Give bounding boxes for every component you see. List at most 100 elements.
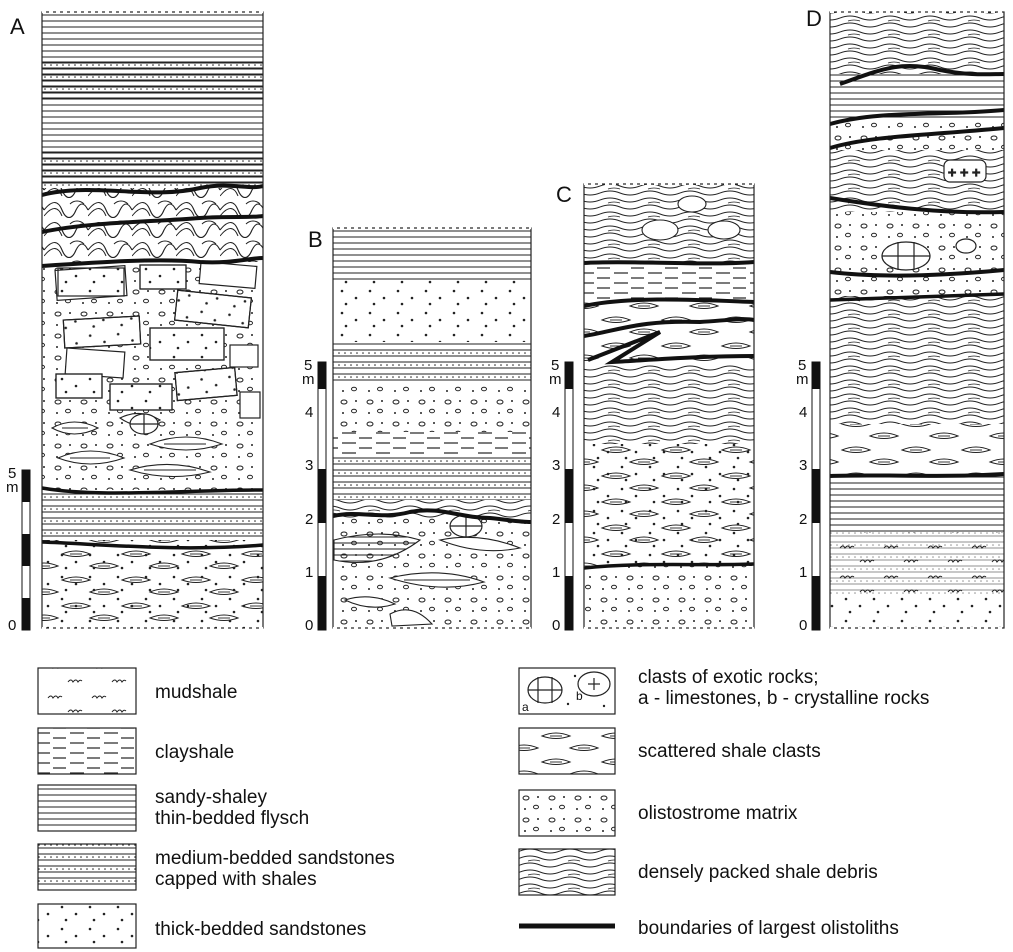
col-C-matrix-2 bbox=[584, 566, 754, 628]
legend: mudshale clayshale sandy-shaley thin-bed… bbox=[37, 667, 929, 949]
col-D-limestone-clast bbox=[881, 238, 977, 271]
col-A-olistolith-boundary bbox=[41, 540, 264, 550]
scale-C-tick-4: 4 bbox=[552, 404, 560, 421]
legend-medium-swatch bbox=[37, 843, 137, 891]
legend-flysch: sandy-shaley thin-bedded flysch bbox=[37, 784, 309, 832]
scale-bar-D: 5 m 4 3 2 1 0 bbox=[796, 357, 821, 634]
column-B: B bbox=[308, 227, 532, 629]
col-D-debris bbox=[830, 12, 1004, 74]
scale-C-unit: m bbox=[549, 371, 562, 388]
limestone-clast-icon bbox=[527, 676, 563, 704]
legend-debris-label: densely packed shale debris bbox=[638, 862, 878, 883]
col-A-olistolith-boundary bbox=[41, 214, 264, 234]
svg-text:+ + +: + + + bbox=[948, 164, 980, 180]
col-A-olistolith-boundary bbox=[41, 183, 264, 197]
col-C-olistolith-boundary bbox=[583, 297, 755, 308]
col-D-olistolith-boundary bbox=[829, 126, 1005, 150]
legend-medium-label-2: capped with shales bbox=[155, 869, 317, 890]
legend-matrix-swatch bbox=[518, 789, 616, 837]
col-B-matrix bbox=[333, 384, 531, 432]
col-D-olistolith-boundary bbox=[829, 108, 1005, 126]
legend-olistostrome-matrix: olistostrome matrix bbox=[518, 789, 798, 837]
col-C-scattered bbox=[584, 302, 754, 364]
legend-scattered-label: scattered shale clasts bbox=[638, 741, 821, 762]
legend-flysch-label-1: sandy-shaley bbox=[155, 787, 267, 808]
scale-D-tick-3: 3 bbox=[799, 457, 807, 474]
scale-bar-B: 5 m 4 3 2 1 0 bbox=[302, 357, 327, 634]
legend-matrix-label: olistostrome matrix bbox=[638, 803, 798, 824]
col-D-scattered bbox=[830, 424, 1004, 476]
col-C-debris-2 bbox=[584, 364, 754, 444]
legend-thick-label: thick-bedded sandstones bbox=[155, 919, 366, 940]
scale-B-tick-2: 2 bbox=[305, 511, 313, 528]
scale-B-tick-3: 3 bbox=[305, 457, 313, 474]
legend-flysch-swatch bbox=[37, 784, 137, 832]
scale-C-tick-1: 1 bbox=[552, 564, 560, 581]
legend-mudshale-label: mudshale bbox=[155, 682, 237, 703]
scale-D-tick-2: 2 bbox=[799, 511, 807, 528]
col-B-flysch bbox=[333, 228, 531, 280]
column-D: D + + + bbox=[806, 6, 1005, 629]
col-D-medium bbox=[830, 532, 1004, 594]
col-B-olistolith-boundary bbox=[332, 508, 532, 524]
column-C: C bbox=[556, 182, 755, 629]
legend-scattered-clasts: scattered shale clasts bbox=[518, 727, 821, 775]
scale-D-tick-0: 0 bbox=[799, 617, 807, 634]
col-C-clayshale bbox=[584, 262, 754, 302]
col-A-scattered-matrix bbox=[42, 540, 263, 628]
col-B-thick-sandstone bbox=[333, 280, 531, 342]
legend-clayshale-label: clayshale bbox=[155, 742, 234, 763]
scale-bar-A: 5 m 0 bbox=[6, 465, 31, 634]
col-D-olistolith-boundary bbox=[829, 472, 1005, 478]
col-D-flysch-2 bbox=[830, 476, 1004, 532]
scale-B-tick-0: 0 bbox=[305, 617, 313, 634]
legend-exotic-label-1: clasts of exotic rocks; bbox=[638, 667, 819, 688]
scale-B-tick-1: 1 bbox=[305, 564, 313, 581]
col-D-olistolith-boundary bbox=[839, 63, 1005, 86]
scale-C-tick-5: 5 bbox=[551, 357, 559, 374]
scale-C-tick-0: 0 bbox=[552, 617, 560, 634]
column-A-letter: A bbox=[10, 14, 25, 39]
col-A-limestone-clast bbox=[129, 413, 159, 435]
scale-D-tick-5: 5 bbox=[798, 357, 806, 374]
legend-exotic-a: a bbox=[522, 700, 529, 714]
col-A-sandstone-blocks bbox=[54, 260, 261, 419]
legend-thick-swatch bbox=[37, 903, 137, 949]
legend-thick-bedded: thick-bedded sandstones bbox=[37, 903, 366, 949]
scale-bar-C: 5 m 4 3 2 1 0 bbox=[549, 357, 574, 634]
col-A-olistolith-boundary bbox=[41, 256, 264, 268]
col-C-olistolith-boundary bbox=[583, 260, 755, 266]
crystalline-clast-icon bbox=[577, 671, 611, 697]
col-A-medium-2 bbox=[42, 150, 263, 186]
legend-clayshale-swatch bbox=[37, 727, 137, 775]
col-C-clayshale-clasts bbox=[641, 195, 741, 241]
col-D-olistolith-boundary bbox=[829, 196, 1005, 215]
col-C-olistolith-boundary bbox=[587, 330, 755, 365]
col-D-crystalline-clast: + + + bbox=[943, 159, 987, 183]
col-D-thick bbox=[830, 594, 1004, 628]
scale-D-tick-4: 4 bbox=[799, 404, 807, 421]
scale-D-tick-1: 1 bbox=[799, 564, 807, 581]
col-D-olistolith-boundary bbox=[829, 292, 1005, 302]
col-D-olistolith-boundary bbox=[829, 268, 1005, 278]
legend-boundaries-label: boundaries of largest olistoliths bbox=[638, 918, 899, 939]
legend-mudshale: mudshale bbox=[37, 667, 237, 715]
legend-flysch-label-2: thin-bedded flysch bbox=[155, 808, 309, 829]
column-D-letter: D bbox=[806, 6, 822, 31]
legend-shale-debris: densely packed shale debris bbox=[518, 848, 878, 896]
legend-boundaries: boundaries of largest olistoliths bbox=[519, 918, 899, 939]
scale-B-unit: m bbox=[302, 371, 315, 388]
legend-medium-bedded: medium-bedded sandstones capped with sha… bbox=[37, 843, 395, 891]
legend-clayshale: clayshale bbox=[37, 727, 234, 775]
col-C-olistolith-boundary bbox=[583, 562, 755, 570]
legend-mudshale-swatch bbox=[37, 667, 137, 715]
col-A-medium-3 bbox=[42, 490, 263, 540]
legend-medium-label-1: medium-bedded sandstones bbox=[155, 848, 395, 869]
scale-A-unit: m bbox=[6, 479, 19, 496]
col-B-medium bbox=[333, 342, 531, 382]
col-A-medium bbox=[42, 60, 263, 100]
legend-exotic-clasts: a b clasts of exotic rocks; a - limeston… bbox=[518, 667, 929, 715]
scale-D-unit: m bbox=[796, 371, 809, 388]
col-B-shale-clasts bbox=[333, 533, 522, 627]
